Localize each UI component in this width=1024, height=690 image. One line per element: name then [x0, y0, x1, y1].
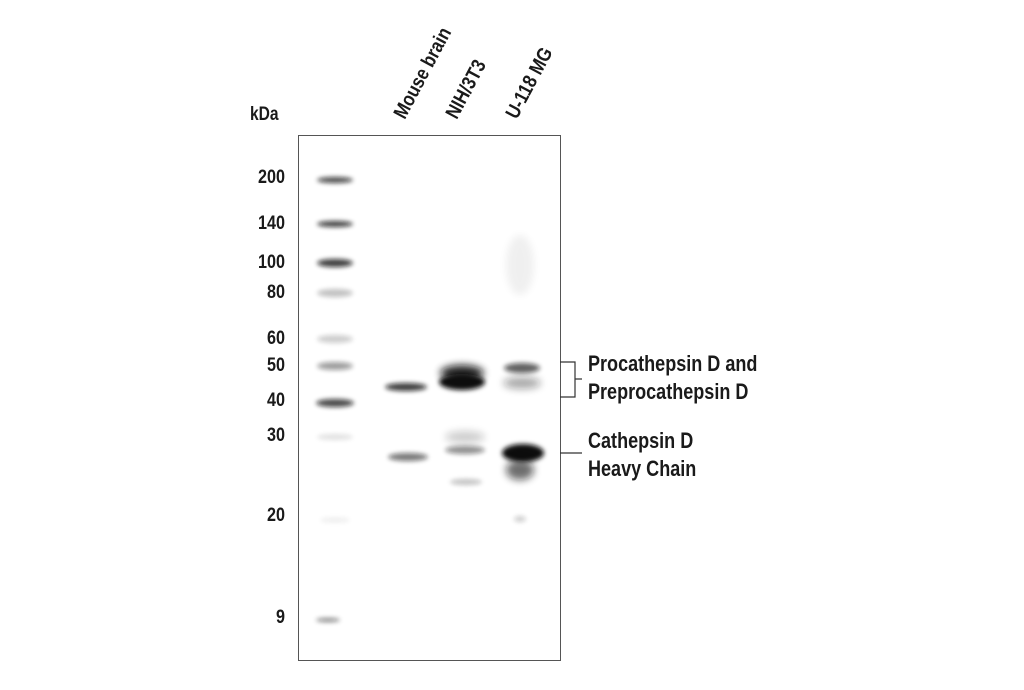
- marker-200: 200: [258, 167, 285, 188]
- blot-band: [445, 446, 485, 454]
- blot-band: [317, 362, 353, 370]
- blot-band: [502, 444, 544, 462]
- blot-band: [317, 289, 353, 297]
- marker-100: 100: [258, 252, 285, 273]
- lane-label-u118mg: U-118 MG: [501, 43, 558, 123]
- blot-band: [506, 460, 534, 480]
- blot-band: [316, 618, 340, 622]
- lane-label-nih3t3: NIH/3T3: [441, 56, 491, 123]
- marker-50: 50: [267, 355, 285, 376]
- annotation-heavy-chain-1: Cathepsin D: [588, 428, 694, 453]
- annotation-procathepsin-2: Preprocathepsin D: [588, 379, 749, 404]
- blot-band: [316, 399, 354, 407]
- blot-band: [388, 453, 428, 461]
- marker-40: 40: [267, 390, 285, 411]
- blot-band: [317, 221, 353, 227]
- bracket-procathepsin: [560, 361, 582, 398]
- blot-band: [504, 363, 540, 373]
- marker-30: 30: [267, 425, 285, 446]
- blot-band: [320, 517, 350, 523]
- blot-band: [445, 431, 485, 443]
- kda-label: kDa: [250, 104, 279, 125]
- blot-frame: [298, 135, 561, 661]
- blot-band: [317, 434, 353, 440]
- blot-band: [450, 479, 482, 485]
- annotation-procathepsin-1: Procathepsin D and: [588, 351, 758, 376]
- marker-60: 60: [267, 328, 285, 349]
- blot-band: [317, 177, 353, 183]
- blot-image: [298, 135, 561, 661]
- marker-9: 9: [276, 607, 285, 628]
- blot-band: [317, 259, 353, 267]
- marker-20: 20: [267, 505, 285, 526]
- blot-band: [317, 335, 353, 343]
- marker-140: 140: [258, 213, 285, 234]
- blot-band: [503, 377, 541, 389]
- annotation-brackets: [560, 361, 582, 454]
- marker-80: 80: [267, 282, 285, 303]
- blot-band: [506, 235, 534, 295]
- blot-band: [439, 374, 485, 390]
- blot-band: [385, 383, 427, 391]
- blot-band: [514, 516, 526, 522]
- annotation-heavy-chain-2: Heavy Chain: [588, 456, 697, 481]
